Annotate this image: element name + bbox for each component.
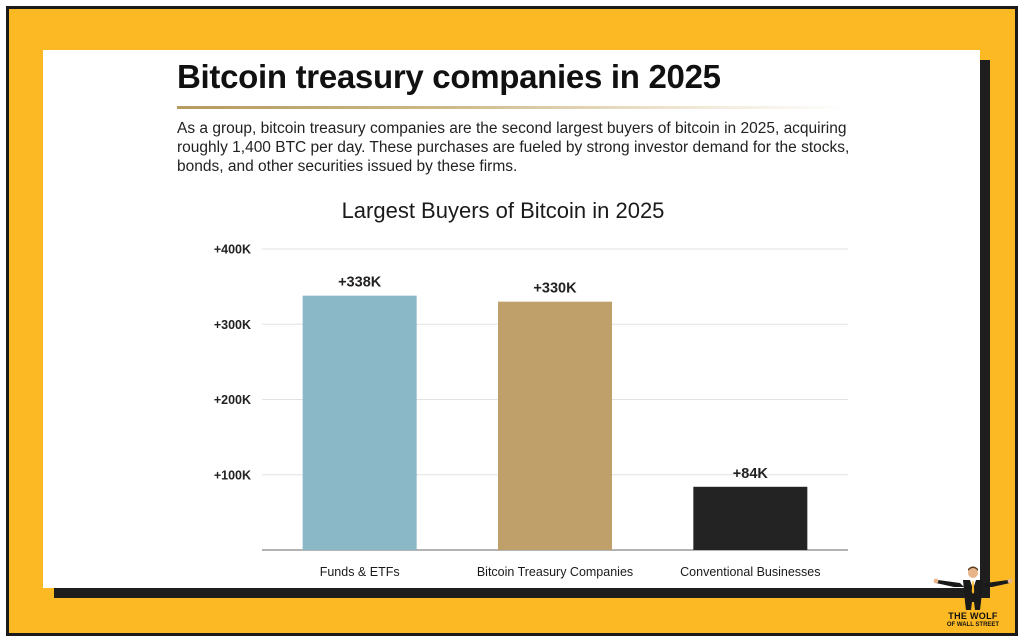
chart-title: Largest Buyers of Bitcoin in 2025	[341, 198, 665, 223]
data-label: +84K	[733, 466, 769, 482]
y-tick-label: +100K	[214, 468, 251, 482]
bar	[693, 486, 808, 550]
description-text: As a group, bitcoin treasury companies a…	[177, 120, 850, 175]
bar	[498, 301, 612, 550]
data-label: +330K	[533, 281, 577, 297]
y-tick-label: +300K	[214, 318, 251, 332]
y-tick-label: +200K	[214, 393, 251, 407]
title-underline	[177, 106, 849, 109]
wolf-of-wall-street-logo: THE WOLF OF WALL STREET	[930, 562, 1016, 632]
wolf-figure-arms-outstretched-icon	[933, 566, 1013, 610]
data-label: +338K	[338, 275, 382, 291]
category-label: Funds & ETFs	[320, 565, 400, 579]
logo-text-line1: THE WOLF	[948, 611, 998, 621]
bar	[302, 295, 417, 550]
category-label: Conventional Businesses	[680, 565, 820, 579]
category-label: Bitcoin Treasury Companies	[477, 565, 633, 579]
logo-text-line2: OF WALL STREET	[946, 622, 1000, 628]
page-title: Bitcoin treasury companies in 2025	[177, 58, 721, 95]
y-tick-label: +400K	[214, 243, 251, 257]
